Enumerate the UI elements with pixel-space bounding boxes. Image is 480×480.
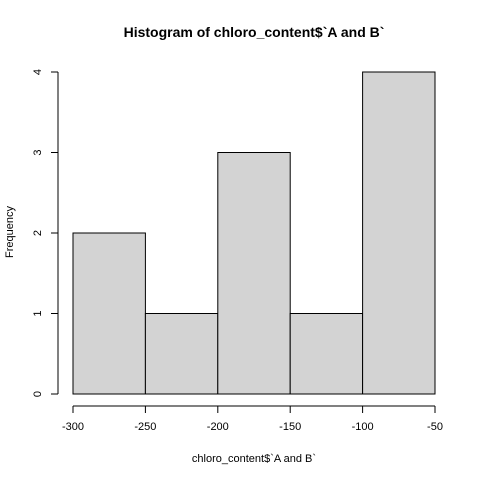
x-tick-label-5: -100 [352,421,374,433]
x-tick-label-4: -150 [279,421,301,433]
y-tick-label-1: 0 [32,391,44,397]
histogram-bar-3 [218,153,290,395]
x-axis-label: chloro_content$`A and B` [192,453,316,465]
histogram-bar-5 [363,72,435,394]
y-tick-label-3: 2 [32,230,44,236]
bars-group [73,72,435,394]
y-axis: 0 1 2 3 4 [32,69,58,397]
y-axis-label: Frequency [4,206,16,258]
x-tick-label-6: -50 [427,421,443,433]
histogram-bar-1 [73,233,145,394]
x-tick-label-1: -300 [62,421,84,433]
histogram-bar-4 [290,314,362,395]
y-tick-label-2: 1 [32,310,44,316]
x-tick-label-3: -200 [207,421,229,433]
y-tick-label-5: 4 [32,69,44,75]
x-tick-label-2: -250 [134,421,156,433]
x-axis: -300 -250 -200 -150 -100 -50 [62,406,443,433]
y-tick-label-4: 3 [32,149,44,155]
chart-title: Histogram of chloro_content$`A and B` [124,24,385,40]
histogram-bar-2 [145,314,217,395]
